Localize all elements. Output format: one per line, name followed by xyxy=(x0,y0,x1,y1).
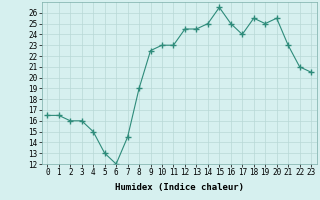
X-axis label: Humidex (Indice chaleur): Humidex (Indice chaleur) xyxy=(115,183,244,192)
